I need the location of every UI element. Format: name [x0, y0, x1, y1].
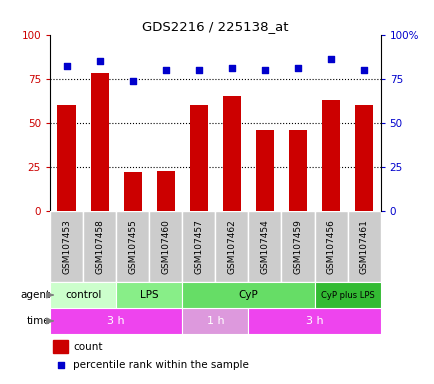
- Bar: [50, 211, 83, 282]
- Bar: [182, 211, 215, 282]
- Point: [63, 63, 70, 70]
- Bar: [156, 170, 174, 211]
- Bar: [281, 211, 314, 282]
- Bar: [248, 211, 281, 282]
- Text: GSM107459: GSM107459: [293, 219, 302, 274]
- Text: GSM107456: GSM107456: [326, 219, 335, 274]
- Text: 3 h: 3 h: [107, 316, 125, 326]
- Point: [261, 67, 268, 73]
- Text: GSM107460: GSM107460: [161, 219, 170, 274]
- Bar: [50, 308, 182, 334]
- Text: CyP plus LPS: CyP plus LPS: [320, 291, 374, 300]
- Bar: [314, 282, 380, 308]
- Bar: [314, 211, 347, 282]
- Bar: [182, 308, 248, 334]
- Text: percentile rank within the sample: percentile rank within the sample: [73, 360, 249, 370]
- Text: 3 h: 3 h: [305, 316, 322, 326]
- Bar: [57, 105, 76, 211]
- Bar: [222, 96, 240, 211]
- Text: time: time: [26, 316, 50, 326]
- Point: [294, 65, 301, 71]
- Text: GSM107457: GSM107457: [194, 219, 203, 274]
- Text: agent: agent: [20, 290, 50, 300]
- Text: GSM107462: GSM107462: [227, 219, 236, 274]
- Text: count: count: [73, 342, 102, 352]
- Point: [228, 65, 235, 71]
- Bar: [189, 105, 207, 211]
- Bar: [321, 100, 339, 211]
- Point: [195, 67, 202, 73]
- Bar: [215, 211, 248, 282]
- Bar: [182, 282, 314, 308]
- Bar: [288, 130, 306, 211]
- Point: [57, 362, 64, 368]
- Bar: [116, 211, 149, 282]
- Text: CyP: CyP: [238, 290, 258, 300]
- Text: GSM107454: GSM107454: [260, 219, 269, 274]
- Point: [96, 58, 103, 64]
- Point: [327, 56, 334, 62]
- Bar: [90, 73, 108, 211]
- Text: GSM107461: GSM107461: [359, 219, 368, 274]
- Title: GDS2216 / 225138_at: GDS2216 / 225138_at: [142, 20, 288, 33]
- Text: LPS: LPS: [140, 290, 158, 300]
- Text: 1 h: 1 h: [206, 316, 224, 326]
- Point: [360, 67, 367, 73]
- Point: [129, 78, 136, 84]
- Text: GSM107455: GSM107455: [128, 219, 137, 274]
- Point: [162, 67, 169, 73]
- Bar: [116, 282, 182, 308]
- Bar: [347, 211, 380, 282]
- Bar: [50, 282, 116, 308]
- Bar: [255, 130, 273, 211]
- Bar: [123, 172, 141, 211]
- Bar: [248, 308, 380, 334]
- Bar: [354, 105, 372, 211]
- Bar: [149, 211, 182, 282]
- Text: GSM107453: GSM107453: [62, 219, 71, 274]
- Bar: [53, 340, 68, 353]
- Text: GSM107458: GSM107458: [95, 219, 104, 274]
- Bar: [83, 211, 116, 282]
- Text: control: control: [65, 290, 101, 300]
